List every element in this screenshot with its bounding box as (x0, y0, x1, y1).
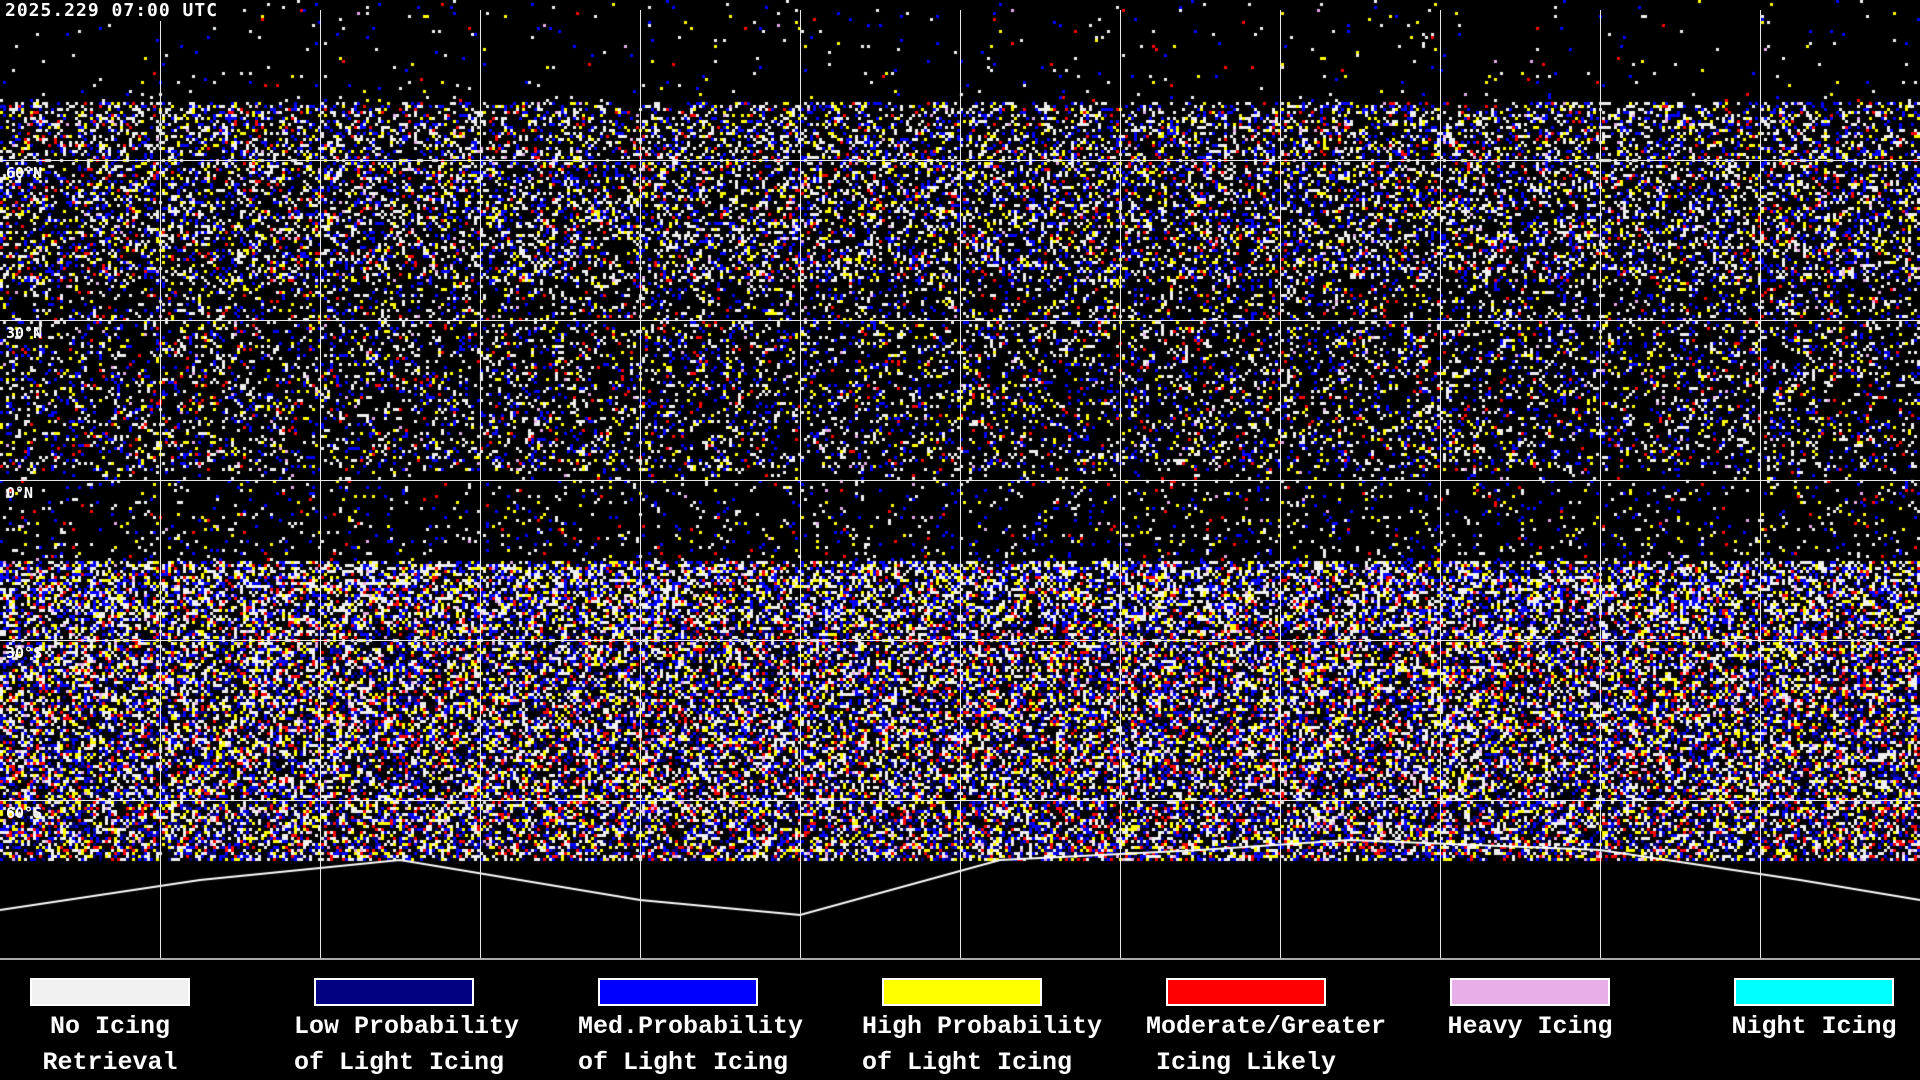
legend-label: No Icing (49, 1012, 171, 1041)
latitude-gridline (0, 640, 1920, 641)
legend-label: of Light Icing (578, 1048, 789, 1077)
legend-swatch (882, 978, 1042, 1006)
legend-swatch (598, 978, 758, 1006)
legend-swatch (314, 978, 474, 1006)
latitude-label-60n: 60°N (6, 164, 43, 182)
longitude-gridline (640, 10, 641, 958)
latitude-label-0n: 0°N (6, 484, 34, 502)
latitude-label-30s: 30°S (6, 644, 43, 662)
timestamp: 2025.229 07:00 UTC (3, 0, 221, 21)
latitude-gridline (0, 320, 1920, 321)
legend-label: Moderate/Greater (1146, 1012, 1387, 1041)
longitude-gridline (320, 10, 321, 958)
longitude-gridline (160, 10, 161, 958)
legend-label: Retrieval (42, 1048, 178, 1077)
legend-label: High Probability (862, 1012, 1103, 1041)
longitude-gridline (1760, 10, 1761, 958)
legend-item-night-icing: Night Icing (1714, 978, 1914, 1048)
longitude-gridline (960, 10, 961, 958)
latitude-gridline (0, 800, 1920, 801)
legend-swatch (30, 978, 190, 1006)
latitude-label-60s: 60°S (6, 804, 43, 822)
legend-item-no-icing: No Icing Retrieval (10, 978, 210, 1078)
longitude-gridline (1120, 10, 1121, 958)
legend-label: Med.Probability (578, 1012, 804, 1041)
longitude-gridline (800, 10, 801, 958)
longitude-gridline (480, 10, 481, 958)
latitude-gridline (0, 160, 1920, 161)
legend-label: Low Probability (294, 1012, 520, 1041)
legend-label: Night Icing (1731, 1012, 1897, 1041)
legend-item-low-probability: Low Probability of Light Icing (294, 978, 520, 1078)
map-border (0, 958, 1920, 960)
legend-item-med-probability: Med.Probability of Light Icing (578, 978, 804, 1078)
legend-label: Icing Likely (1155, 1048, 1337, 1077)
latitude-label-30n: 30°N (6, 324, 43, 342)
latitude-gridline (0, 480, 1920, 481)
longitude-gridline (1280, 10, 1281, 958)
legend-swatch (1734, 978, 1894, 1006)
legend-item-moderate-greater: Moderate/Greater Icing Likely (1146, 978, 1387, 1078)
legend: No Icing Retrieval Low Probability of Li… (0, 960, 1920, 1080)
icing-map: 60°N 30°N 0°N 30°S 60°S 2025.229 07:00 U… (0, 0, 1920, 958)
legend-label: Heavy Icing (1447, 1012, 1613, 1041)
legend-item-heavy-icing: Heavy Icing (1430, 978, 1630, 1048)
longitude-gridline (1600, 10, 1601, 958)
legend-label: of Light Icing (294, 1048, 505, 1077)
legend-swatch (1166, 978, 1326, 1006)
legend-swatch (1450, 978, 1610, 1006)
legend-item-high-probability: High Probability of Light Icing (862, 978, 1103, 1078)
legend-label: of Light Icing (862, 1048, 1073, 1077)
longitude-gridline (1440, 10, 1441, 958)
